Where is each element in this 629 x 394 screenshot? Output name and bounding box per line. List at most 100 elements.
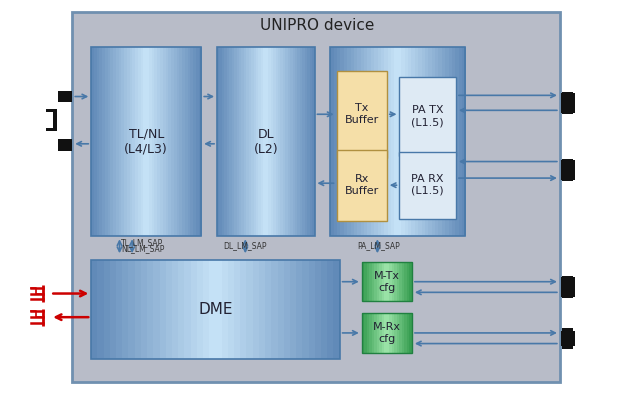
Bar xyxy=(116,260,123,359)
Text: Rx
Buffer: Rx Buffer xyxy=(345,175,379,196)
Bar xyxy=(46,110,57,113)
Bar xyxy=(264,47,267,236)
Bar xyxy=(278,47,281,236)
Bar xyxy=(246,47,249,236)
Bar xyxy=(197,260,204,359)
Bar xyxy=(407,262,410,301)
Bar xyxy=(110,260,117,359)
Bar xyxy=(562,277,565,298)
Bar xyxy=(367,313,370,353)
Bar xyxy=(387,47,392,236)
Bar xyxy=(149,47,152,236)
Bar xyxy=(409,262,413,301)
Bar xyxy=(401,47,405,236)
Bar xyxy=(125,47,128,236)
Bar xyxy=(398,47,402,236)
Bar xyxy=(135,47,138,236)
Bar xyxy=(296,260,303,359)
Bar xyxy=(402,313,405,353)
Bar xyxy=(168,47,172,236)
Bar xyxy=(369,313,372,353)
Bar xyxy=(187,47,191,236)
Bar xyxy=(191,47,194,236)
Bar xyxy=(415,47,419,236)
Bar xyxy=(397,313,400,353)
Bar xyxy=(91,47,94,236)
Bar xyxy=(226,47,230,236)
Bar xyxy=(298,47,301,236)
Bar xyxy=(285,47,288,236)
Bar xyxy=(337,150,387,221)
Bar xyxy=(347,47,351,236)
Bar xyxy=(122,260,129,359)
Bar xyxy=(337,47,341,236)
Bar xyxy=(177,47,180,236)
Bar xyxy=(392,313,395,353)
Bar xyxy=(309,260,315,359)
Bar xyxy=(369,262,372,301)
Bar xyxy=(399,152,456,219)
Bar xyxy=(418,47,422,236)
Bar xyxy=(374,313,377,353)
Bar xyxy=(561,277,575,297)
Bar xyxy=(166,260,172,359)
Bar xyxy=(309,47,313,236)
Bar xyxy=(438,47,442,236)
Bar xyxy=(290,47,293,236)
Bar xyxy=(265,260,272,359)
Bar xyxy=(53,109,57,131)
Bar xyxy=(384,313,387,353)
Text: PA RX
(L1.5): PA RX (L1.5) xyxy=(411,175,444,196)
Bar xyxy=(172,260,179,359)
Bar xyxy=(364,47,368,236)
Bar xyxy=(333,47,338,236)
Bar xyxy=(562,328,565,349)
Bar xyxy=(372,262,375,301)
Bar xyxy=(442,47,446,236)
Bar xyxy=(108,47,111,236)
Bar xyxy=(242,47,245,236)
Bar xyxy=(179,47,182,236)
Bar xyxy=(121,47,125,236)
Bar xyxy=(174,47,177,236)
Bar xyxy=(231,47,235,236)
Bar xyxy=(452,47,456,236)
Bar xyxy=(91,260,98,359)
Bar xyxy=(562,159,565,180)
Bar xyxy=(119,47,122,236)
Bar xyxy=(374,262,377,301)
Bar xyxy=(350,47,355,236)
Bar xyxy=(178,260,185,359)
Bar xyxy=(128,260,135,359)
Bar xyxy=(247,260,253,359)
Bar xyxy=(307,47,310,236)
Bar xyxy=(160,47,164,236)
Bar xyxy=(431,47,436,236)
Bar xyxy=(193,47,196,236)
Bar xyxy=(402,262,405,301)
Bar xyxy=(394,313,398,353)
Bar xyxy=(374,47,378,236)
Bar xyxy=(220,47,223,236)
Bar xyxy=(382,313,385,353)
Bar xyxy=(91,260,340,359)
Bar xyxy=(379,262,382,301)
Bar xyxy=(217,47,314,236)
Text: TL_LM_SAP: TL_LM_SAP xyxy=(121,239,163,247)
Bar xyxy=(72,12,560,382)
Bar xyxy=(300,47,303,236)
Bar xyxy=(562,295,573,298)
Bar xyxy=(382,262,385,301)
Bar xyxy=(276,47,279,236)
Bar xyxy=(234,260,241,359)
Bar xyxy=(273,47,276,236)
Bar xyxy=(404,313,408,353)
Bar xyxy=(360,47,365,236)
Bar xyxy=(387,262,390,301)
Bar xyxy=(381,47,385,236)
Bar xyxy=(221,260,228,359)
Text: DL
(L2): DL (L2) xyxy=(253,128,278,156)
Text: PA TX
(L1.5): PA TX (L1.5) xyxy=(411,106,444,127)
Bar xyxy=(435,47,439,236)
Bar xyxy=(184,260,191,359)
